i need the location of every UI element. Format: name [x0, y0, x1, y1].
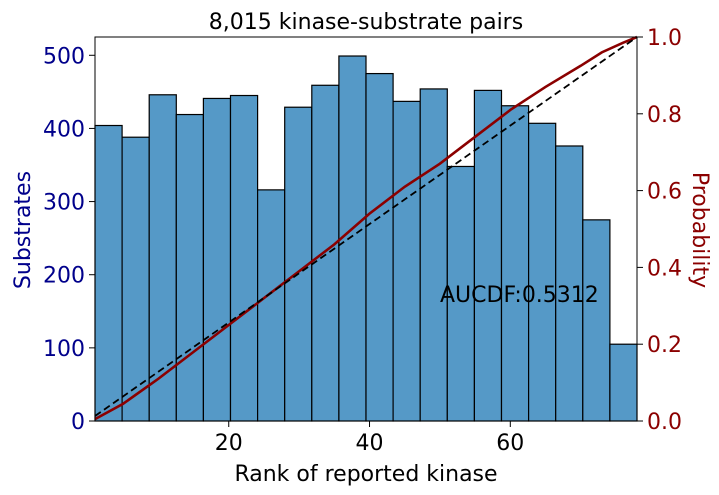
- x-tick-label: 60: [496, 431, 524, 456]
- y-right-tick-label: 0.8: [647, 103, 682, 128]
- y-left-tick-label: 200: [43, 264, 85, 289]
- cdf-lines: [94, 35, 638, 421]
- histogram-bar: [500, 105, 530, 422]
- histogram-bar: [94, 124, 123, 422]
- plot-frame: [94, 36, 638, 422]
- histogram-bar: [582, 219, 611, 422]
- y-right-tick-label: 1.0: [647, 26, 682, 51]
- chart-title: 8,015 kinase-substrate pairs: [209, 10, 523, 35]
- histogram-bar: [175, 113, 205, 422]
- histogram-bar: [527, 122, 557, 422]
- y-left-tick-label: 0: [71, 410, 85, 435]
- cdf-line: [94, 35, 638, 421]
- histogram-bar: [257, 189, 286, 422]
- x-tick-label: 20: [215, 431, 243, 456]
- y-left-tick-label: 100: [43, 337, 85, 362]
- histogram-bar: [392, 100, 421, 422]
- y-right-tick-label: 0.4: [647, 256, 682, 281]
- axes: 20 40 60 0 100 200 300 400 500 0.0 0.2 0.4 0.6 0.8 1.0: [43, 26, 682, 456]
- y-right-tick-label: 0.2: [647, 333, 682, 358]
- y-right-tick-label: 0.6: [647, 180, 682, 205]
- x-axis-label: Rank of reported kinase: [234, 462, 497, 487]
- y-left-tick-label: 400: [43, 117, 85, 142]
- histogram-bar: [121, 136, 150, 422]
- y-axis-label-left: Substrates: [11, 171, 36, 289]
- histogram-bar: [311, 84, 340, 422]
- histogram-bar: [365, 72, 394, 422]
- histogram-bar: [148, 94, 177, 422]
- histogram-bars: [94, 55, 638, 422]
- y-axis-label-right: Probability: [687, 172, 712, 288]
- histogram-bar: [446, 165, 475, 422]
- annotation-aucdf: AUCDF:0.5312: [440, 283, 599, 308]
- histogram-bar: [338, 55, 367, 422]
- histogram-bar: [473, 89, 503, 422]
- histogram-bar: [555, 145, 584, 422]
- histogram-bar: [229, 94, 259, 422]
- y-right-tick-label: 0.0: [647, 410, 682, 435]
- histogram-bar: [419, 88, 448, 422]
- y-left-tick-label: 300: [43, 191, 85, 216]
- x-tick-label: 40: [356, 431, 384, 456]
- histogram-bar: [609, 343, 638, 422]
- uniform-reference-line: [94, 36, 638, 417]
- y-left-tick-label: 500: [43, 44, 85, 69]
- histogram-bar: [202, 97, 232, 422]
